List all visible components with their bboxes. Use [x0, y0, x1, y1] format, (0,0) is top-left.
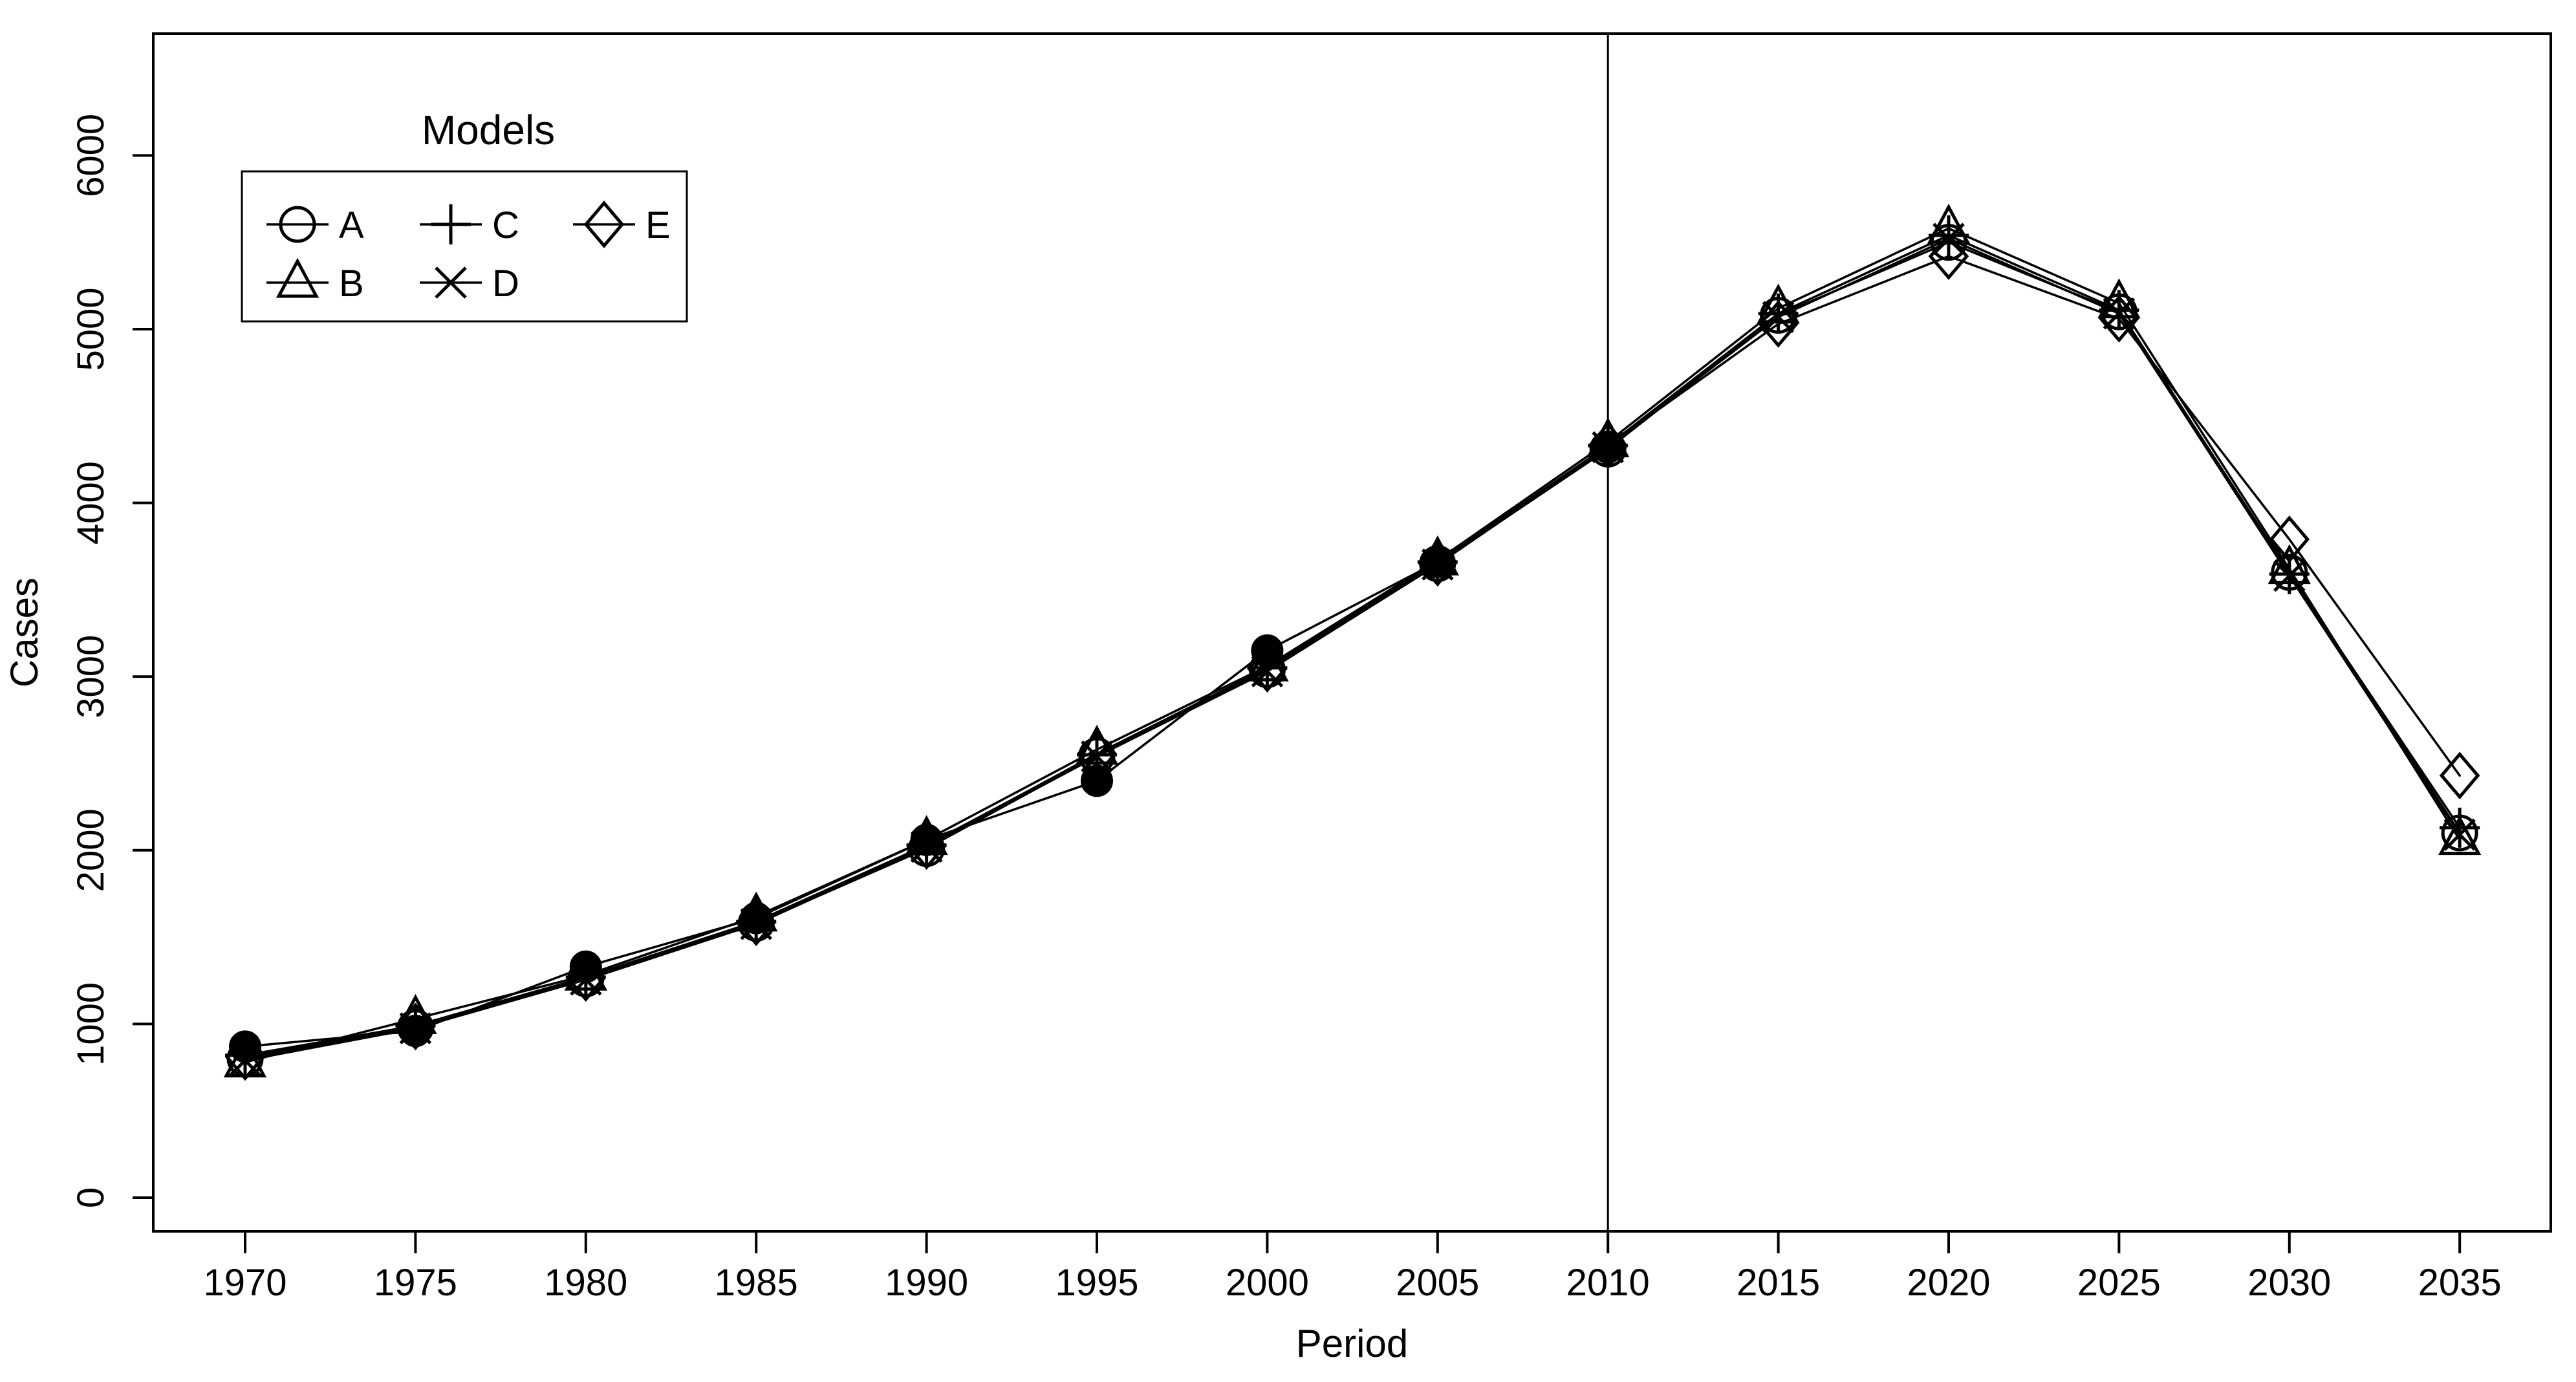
y-axis-tick-label: 6000 — [70, 114, 112, 197]
series-E-point — [2439, 751, 2480, 800]
x-axis-tick-label: 2010 — [1566, 1262, 1650, 1304]
legend-symbol-x-icon — [435, 266, 467, 299]
legend-label-A: A — [339, 204, 364, 246]
x-axis-tick-label: 1975 — [374, 1262, 457, 1304]
plot-border — [152, 32, 2552, 1233]
series-D-line — [244, 237, 2461, 1062]
series-Observed-point — [569, 950, 602, 983]
series-Observed-point — [1081, 764, 1113, 797]
x-axis-tick-label: 1985 — [715, 1262, 798, 1304]
legend-symbol-plus-icon — [431, 204, 471, 244]
series-Observed-point — [399, 1015, 432, 1048]
x-axis-title: Period — [1296, 1322, 1408, 1365]
legend-box — [241, 170, 688, 323]
legend-item-A: A — [266, 204, 364, 246]
x-axis-tick-label: 1980 — [544, 1262, 627, 1304]
series-D-point — [2443, 818, 2476, 851]
y-axis-tick-label: 1000 — [70, 982, 112, 1066]
y-axis-tick-label: 4000 — [70, 461, 112, 545]
x-axis-tick-label: 2035 — [2418, 1262, 2502, 1304]
legend-symbol-diamond-icon — [583, 200, 625, 248]
series-E-point — [2099, 295, 2139, 343]
x-axis-tick-label: 1970 — [203, 1262, 287, 1304]
series-lines-layer — [244, 227, 2461, 1064]
series-E-point — [2269, 515, 2310, 563]
series-D-point — [2273, 559, 2306, 592]
x-axis-tick-label: 2000 — [1226, 1262, 1309, 1304]
legend-label-B: B — [339, 263, 364, 305]
legend-label-C: C — [492, 204, 519, 246]
series-points-layer — [223, 203, 2482, 1081]
legend-item-D: D — [420, 263, 519, 305]
y-axis-title: Cases — [3, 578, 46, 687]
series-E-point — [395, 1002, 436, 1051]
x-axis-tick-label: 2025 — [2077, 1262, 2161, 1304]
axes-layer: 1970 1975 1980 1985 1990 1995 2000 2005 2010 2015… — [3, 32, 2552, 1365]
x-axis-tick-label: 2005 — [1396, 1262, 1479, 1304]
legend-symbol-circle-icon — [279, 206, 316, 243]
x-axis-tick-label: 2015 — [1737, 1262, 1820, 1304]
series-E-point — [1758, 300, 1799, 348]
series-Observed-point — [229, 1030, 261, 1063]
series-Observed-point — [1251, 634, 1284, 667]
legend-symbol-triangle-icon — [276, 257, 319, 298]
series-E-line — [244, 255, 2461, 1059]
legend-item-C: C — [420, 204, 519, 246]
series-E-point — [1928, 232, 1969, 281]
series-Observed-point — [740, 902, 773, 934]
y-axis-tick-label: 2000 — [70, 808, 112, 892]
y-axis-tick-label: 5000 — [70, 287, 112, 371]
y-axis-tick-label: 3000 — [70, 635, 112, 718]
series-B-point — [2438, 815, 2482, 856]
series-E-point — [1247, 645, 1288, 693]
series-Observed-point — [1421, 545, 1454, 578]
legend-layer: Models AB CD E — [241, 107, 688, 323]
series-B-line — [244, 227, 2461, 1064]
series-D-point — [2103, 297, 2136, 330]
series-Observed-line — [244, 446, 1609, 1048]
x-axis-tick-label: 2020 — [1907, 1262, 1990, 1304]
series-Observed-point — [1592, 431, 1625, 464]
legend-label-D: D — [492, 263, 519, 305]
series-D-point — [1762, 301, 1795, 333]
x-axis-tick-label: 1990 — [885, 1262, 968, 1304]
legend-item-B: B — [266, 257, 364, 305]
x-axis-tick-label: 1995 — [1055, 1262, 1138, 1304]
series-A-line — [244, 241, 2461, 1060]
legend-item-E: E — [573, 200, 671, 248]
series-Observed-point — [910, 823, 943, 856]
x-axis-tick-label: 2030 — [2247, 1262, 2331, 1304]
legend-label-E: E — [645, 204, 671, 246]
series-C-line — [244, 234, 2461, 1057]
legend-title: Models — [422, 107, 555, 153]
series-C-point — [2440, 807, 2480, 848]
y-axis-tick-label: 0 — [70, 1187, 112, 1208]
